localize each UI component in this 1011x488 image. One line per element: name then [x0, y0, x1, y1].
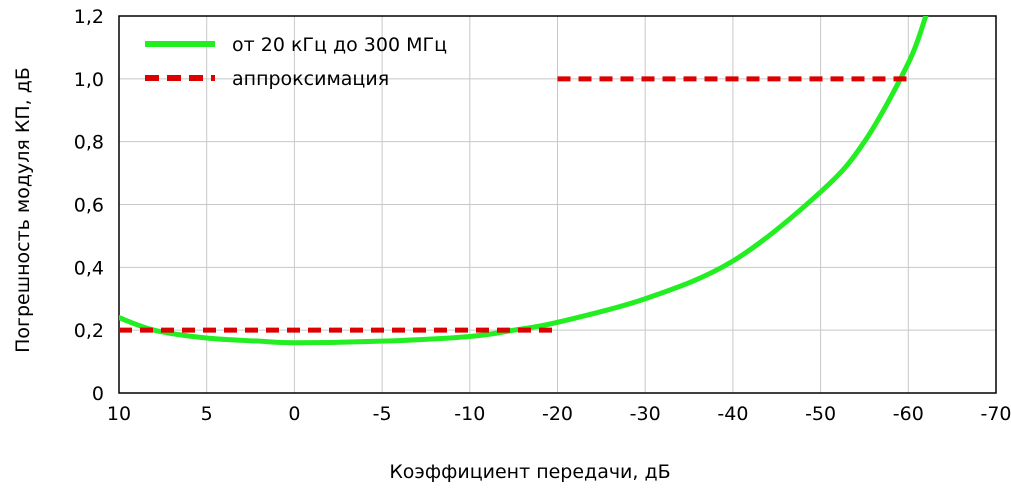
x-tick-label: 5 — [201, 403, 213, 425]
x-tick-label: -40 — [717, 403, 748, 425]
x-tick-label: -30 — [630, 403, 661, 425]
x-tick-label: 10 — [107, 403, 131, 425]
y-tick-label: 0,4 — [74, 257, 104, 279]
y-tick-labels: 0 0,2 0,4 0,6 0,8 1,0 1,2 — [74, 6, 104, 405]
y-axis-title: Погрешность модуля КП, дБ — [12, 67, 34, 353]
series-line-measured — [119, 16, 929, 346]
legend: от 20 кГц до 300 МГц аппроксимация — [145, 34, 447, 90]
y-tick-label: 0 — [92, 383, 104, 405]
plot-border — [118, 15, 997, 394]
x-tick-label: -50 — [805, 403, 836, 425]
x-axis-title: Коэффициент передачи, дБ — [389, 461, 670, 483]
x-tick-label: -60 — [893, 403, 924, 425]
x-tick-labels: 10 5 0 -5 -10 -20 -30 -40 -50 -60 -70 — [107, 403, 1011, 425]
x-tick-label: -70 — [980, 403, 1011, 425]
y-tick-label: 1,0 — [74, 69, 104, 91]
legend-label-approx: аппроксимация — [232, 68, 389, 90]
series-layer — [119, 16, 929, 346]
x-tick-label: -5 — [373, 403, 392, 425]
x-tick-label: -10 — [454, 403, 485, 425]
y-tick-label: 0,6 — [74, 195, 104, 217]
y-tick-label: 1,2 — [74, 6, 104, 28]
x-tick-label: 0 — [288, 403, 300, 425]
legend-label-measured: от 20 кГц до 300 МГц — [232, 34, 447, 56]
y-tick-label: 0,8 — [74, 132, 104, 154]
x-tick-label: -20 — [542, 403, 573, 425]
y-tick-label: 0,2 — [74, 320, 104, 342]
